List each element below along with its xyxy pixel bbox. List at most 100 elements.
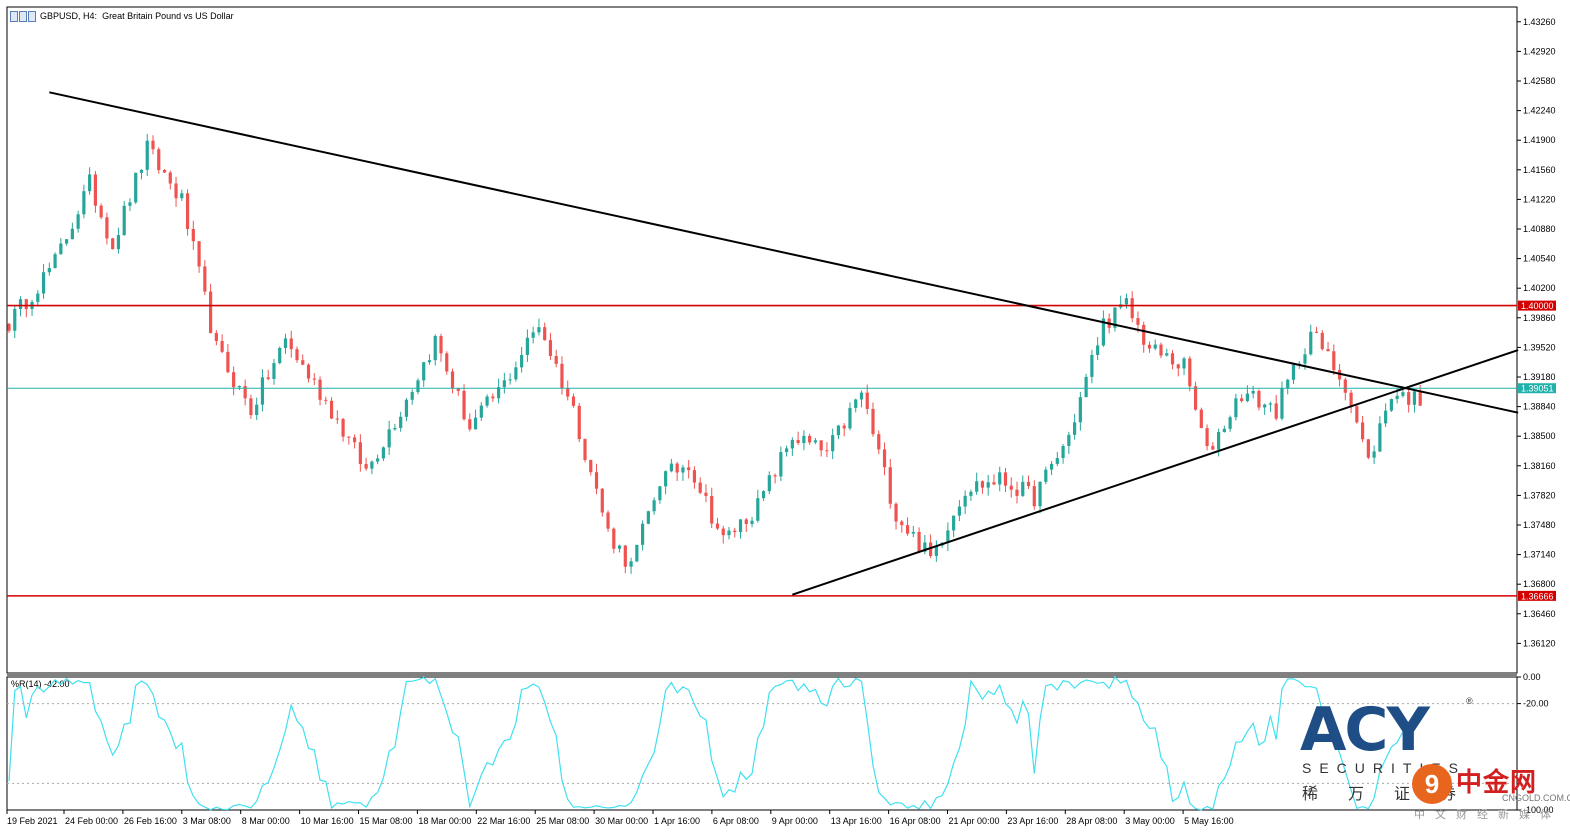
williams-r-panel[interactable]: 0.00 -20.00 -100.00 %R(14) -42.00 <box>7 672 1554 815</box>
candle-body <box>537 327 541 333</box>
candle-body <box>151 140 155 150</box>
candle-body <box>1199 409 1203 429</box>
candle-body <box>664 471 668 487</box>
indicator-panel-frame <box>6 676 1518 811</box>
candle-body <box>111 238 115 250</box>
candle-body <box>485 396 489 406</box>
indicator-label: %R(14) -42.00 <box>11 679 70 689</box>
x-tick-label: 24 Feb 00:00 <box>65 816 118 826</box>
watermark-title: 中金网 <box>1456 767 1538 797</box>
cngold-watermark: 9 中金网 CNGOLD.COM.CN 中文财经新媒体 <box>1412 760 1570 821</box>
candle-body <box>998 472 1002 485</box>
level-price-label: 1.36666 <box>1521 591 1554 601</box>
candle-body <box>312 378 316 380</box>
candle-body <box>404 399 409 417</box>
level-price-label: 1.40000 <box>1521 301 1554 311</box>
candle-body <box>715 523 720 529</box>
candle-body <box>1188 358 1192 387</box>
candle-body <box>1407 392 1411 405</box>
time-axis[interactable]: 19 Feb 2021 24 Feb 00:00 26 Feb 16:00 3 Mar… <box>6 810 1234 826</box>
main-price-panel[interactable] <box>6 6 1518 811</box>
candle-body <box>232 372 236 388</box>
candle-body <box>1309 331 1313 355</box>
x-tick-label: 9 Apr 00:00 <box>772 816 818 826</box>
candle-body <box>514 367 518 380</box>
candle-body <box>1222 428 1226 433</box>
candle-body <box>1263 404 1267 408</box>
candle-body <box>295 349 299 361</box>
candle-body <box>1003 472 1008 486</box>
candle-body <box>1418 391 1422 406</box>
candle-body <box>358 442 362 465</box>
trendline <box>49 91 1519 414</box>
candle-body <box>767 475 771 492</box>
candle-body <box>416 380 420 393</box>
price-axis[interactable]: 1.43260 1.42920 1.42580 1.42240 1.41900 1.415… <box>1517 17 1556 649</box>
candle-body <box>197 241 201 267</box>
candle-body <box>116 235 121 250</box>
candle-body <box>128 202 132 206</box>
candle-body <box>70 228 74 240</box>
candle-body <box>399 416 403 428</box>
candle-body <box>7 323 11 331</box>
candle-body <box>370 461 374 469</box>
candle-body <box>859 392 864 400</box>
candle-body <box>963 495 967 507</box>
candle-body <box>1314 331 1319 333</box>
x-tick-label: 23 Apr 16:00 <box>1007 816 1058 826</box>
candle-body <box>617 545 622 549</box>
candle-body <box>502 380 506 388</box>
candle-body <box>877 434 881 450</box>
candle-body <box>1049 463 1054 470</box>
candle-body <box>289 338 293 350</box>
candle-body <box>1055 458 1059 464</box>
candle-body <box>1113 307 1117 328</box>
symbol-label: GBPUSD <box>40 11 79 21</box>
timeframe-label: H4 <box>83 11 95 21</box>
candle-body <box>646 511 650 524</box>
level-price-tag <box>1518 590 1556 601</box>
candle-body <box>1130 298 1134 319</box>
candle-body <box>1343 379 1347 393</box>
y-tick-label: 1.41900 <box>1523 135 1556 145</box>
x-tick-label: 18 Mar 00:00 <box>418 816 471 826</box>
x-tick-label: 3 Mar 08:00 <box>183 816 231 826</box>
candle-body <box>255 404 259 416</box>
candle-body <box>283 338 288 349</box>
candle-body <box>335 418 339 420</box>
candle-body <box>738 519 743 533</box>
candle-body <box>65 239 69 244</box>
candle-body <box>226 351 230 373</box>
candle-body <box>687 467 691 471</box>
x-tick-label: 16 Apr 08:00 <box>890 816 941 826</box>
chart-window-icon[interactable] <box>10 10 36 22</box>
candle-body <box>1291 364 1296 380</box>
candle-body <box>865 392 869 409</box>
candle-body <box>473 417 478 430</box>
chart-title: GBPUSD, H4: Great Britain Pound vs US Do… <box>40 11 234 21</box>
candle-body <box>1332 351 1336 370</box>
candle-body <box>658 486 662 501</box>
candle-body <box>589 459 593 473</box>
candle-body <box>727 530 731 536</box>
horizontal-levels[interactable]: 1.40000 1.36666 1.39051 <box>7 300 1556 602</box>
candle-body <box>162 170 167 173</box>
candle-body <box>1257 390 1261 408</box>
candle-body <box>1355 406 1359 423</box>
candle-body <box>819 440 823 451</box>
candle-body <box>387 429 391 448</box>
y-tick-label: 1.40540 <box>1523 254 1556 264</box>
candle-body <box>24 299 28 310</box>
candle-body <box>1136 318 1140 325</box>
level-price-tag <box>1518 300 1556 311</box>
candle-body <box>139 169 144 173</box>
candle-body <box>750 520 754 524</box>
candle-body <box>433 335 437 361</box>
candle-body <box>802 435 806 444</box>
candle-body <box>1142 324 1146 345</box>
trendlines[interactable] <box>49 91 1519 596</box>
x-tick-label: 3 May 00:00 <box>1125 816 1175 826</box>
candle-body <box>548 340 553 356</box>
candle-body <box>957 506 961 516</box>
